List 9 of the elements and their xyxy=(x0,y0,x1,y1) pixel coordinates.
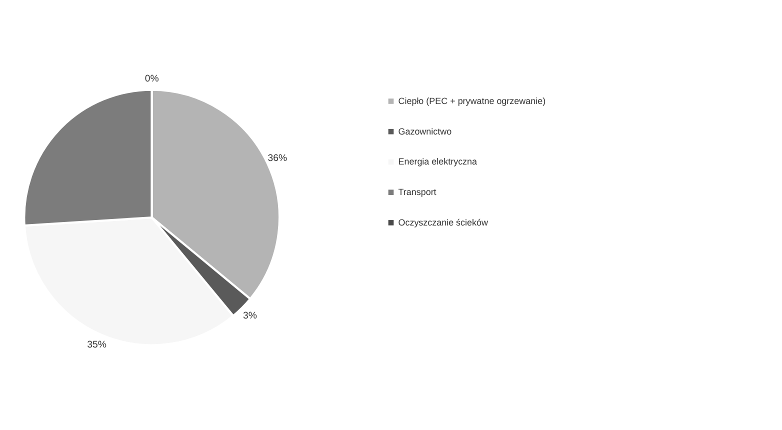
data-label: 3% xyxy=(242,310,258,322)
legend-label: Ciepło (PEC + prywatne ogrzewanie) xyxy=(398,96,546,106)
data-label: 35% xyxy=(87,340,107,351)
text: 0% xyxy=(144,74,159,85)
legend-label: Oczyszczanie ścieków xyxy=(398,217,488,228)
legend-label: Gazownictwo xyxy=(398,126,452,136)
data-label: 36% xyxy=(268,153,288,164)
legend-label: Transport xyxy=(398,187,437,198)
legend-label: Energia elektryczna xyxy=(398,156,478,167)
